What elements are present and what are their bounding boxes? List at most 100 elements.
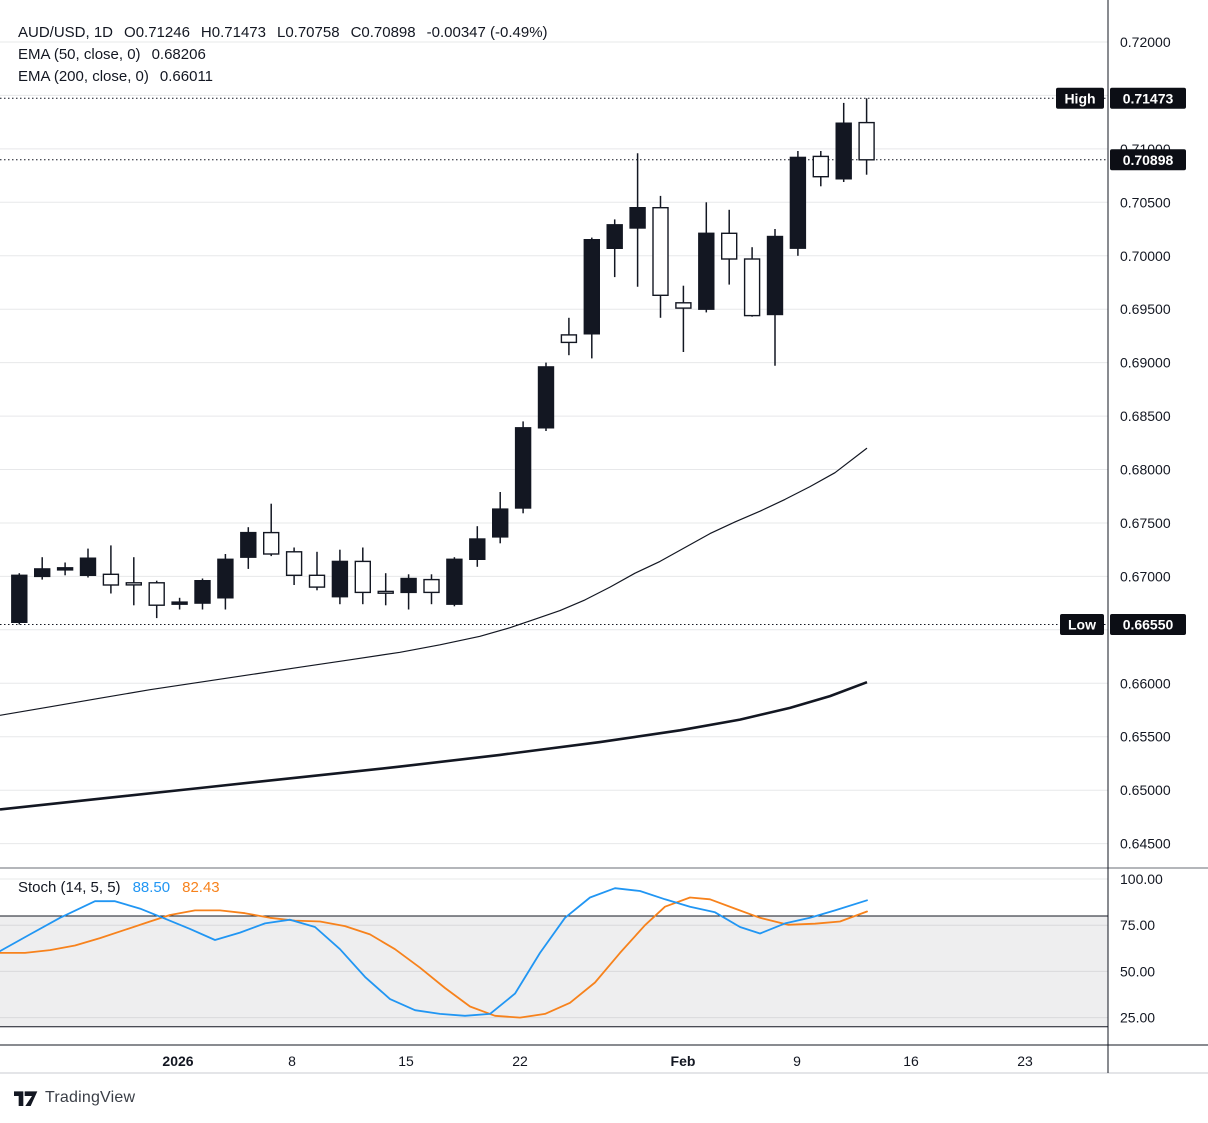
candle bbox=[240, 531, 257, 558]
ema50-row[interactable]: EMA (50, close, 0) 0.68206 bbox=[18, 44, 548, 66]
time-axis-label: 23 bbox=[1017, 1053, 1033, 1069]
ohlc-open: O0.71246 bbox=[124, 24, 190, 41]
svg-text:0.66550: 0.66550 bbox=[1123, 616, 1174, 632]
ohlc-low: L0.70758 bbox=[276, 24, 340, 41]
candle bbox=[766, 235, 784, 316]
ohlc-high: H0.71473 bbox=[200, 24, 266, 41]
time-axis[interactable]: 2026 8 15 22 Feb 9 16 23 bbox=[162, 1053, 1033, 1069]
stoch-axis-label: 100.00 bbox=[1120, 871, 1163, 887]
price-axis-label: 0.70000 bbox=[1120, 248, 1171, 264]
ema50-label: EMA (50, close, 0) bbox=[18, 46, 141, 63]
close-price-pill: 0.70898 bbox=[1110, 149, 1186, 171]
candle bbox=[812, 155, 829, 178]
ema200-value: 0.66011 bbox=[159, 68, 214, 85]
price-axis-label: 0.65500 bbox=[1120, 729, 1171, 745]
candle bbox=[400, 577, 417, 594]
stoch-legend-row[interactable]: Stoch (14, 5, 5) 88.50 82.43 bbox=[18, 879, 220, 896]
symbol-row[interactable]: AUD/USD, 1D O0.71246 H0.71473 L0.70758 C… bbox=[18, 22, 548, 44]
candle bbox=[492, 508, 509, 538]
candle bbox=[652, 206, 669, 296]
tradingview-mark-icon bbox=[14, 1091, 38, 1106]
candle bbox=[675, 302, 692, 309]
chart-legend: AUD/USD, 1D O0.71246 H0.71473 L0.70758 C… bbox=[18, 22, 548, 88]
candle bbox=[331, 560, 349, 598]
ohlc-close: C0.70898 bbox=[350, 24, 416, 41]
candle bbox=[537, 366, 555, 429]
candle bbox=[217, 558, 234, 599]
candle bbox=[629, 206, 646, 229]
candle bbox=[446, 558, 463, 605]
candle bbox=[858, 121, 875, 161]
candle bbox=[423, 578, 440, 594]
candle bbox=[721, 232, 738, 260]
svg-text:0.70898: 0.70898 bbox=[1123, 152, 1174, 168]
stoch-k-line bbox=[0, 887, 868, 1017]
price-axis-label: 0.67000 bbox=[1120, 568, 1171, 584]
ema200-row[interactable]: EMA (200, close, 0) 0.66011 bbox=[18, 66, 548, 88]
candle bbox=[263, 531, 280, 555]
ohlc-change: -0.00347 (-0.49%) bbox=[426, 24, 548, 41]
price-axis-label: 0.68500 bbox=[1120, 408, 1171, 424]
price-axis-label: 0.69000 bbox=[1120, 355, 1171, 371]
stoch-k-value: 88.50 bbox=[132, 879, 171, 896]
candle bbox=[34, 568, 51, 578]
candle bbox=[789, 156, 807, 249]
price-axis[interactable]: 0.720000.710000.705000.700000.695000.690… bbox=[1120, 34, 1171, 1026]
candle bbox=[743, 258, 761, 317]
price-axis-label: 0.68000 bbox=[1120, 462, 1171, 478]
svg-text:Low: Low bbox=[1068, 616, 1096, 632]
gridlines bbox=[0, 41, 1108, 1019]
candle bbox=[377, 590, 394, 594]
time-axis-label: Feb bbox=[671, 1053, 696, 1069]
stoch-d-line bbox=[0, 896, 868, 1019]
stoch-axis-label: 75.00 bbox=[1120, 917, 1155, 933]
stoch-axis-label: 25.00 bbox=[1120, 1010, 1155, 1026]
candle bbox=[56, 567, 74, 571]
high-callout: High 0.71473 bbox=[1056, 87, 1186, 109]
candle bbox=[125, 582, 143, 586]
time-axis-label: 22 bbox=[512, 1053, 528, 1069]
price-axis-label: 0.67500 bbox=[1120, 515, 1171, 531]
candle bbox=[194, 580, 211, 604]
price-axis-label: 0.72000 bbox=[1120, 34, 1171, 50]
price-axis-label: 0.65000 bbox=[1120, 782, 1171, 798]
brand-text: TradingView bbox=[45, 1089, 136, 1106]
candlestick-series bbox=[11, 98, 875, 625]
candle bbox=[698, 232, 715, 310]
svg-text:0.71473: 0.71473 bbox=[1123, 90, 1174, 106]
candle bbox=[171, 601, 188, 605]
price-axis-label: 0.64500 bbox=[1120, 836, 1171, 852]
candle bbox=[148, 582, 165, 606]
time-axis-label: 9 bbox=[793, 1053, 801, 1069]
time-axis-label: 2026 bbox=[162, 1053, 193, 1069]
candle bbox=[469, 538, 486, 560]
price-axis-label: 0.70500 bbox=[1120, 194, 1171, 210]
stoch-axis-label: 50.00 bbox=[1120, 963, 1155, 979]
stoch-label: Stoch (14, 5, 5) bbox=[18, 879, 121, 896]
candle bbox=[308, 574, 326, 588]
time-axis-label: 16 bbox=[903, 1053, 919, 1069]
symbol-title: AUD/USD, 1D bbox=[18, 24, 114, 41]
candle bbox=[835, 122, 852, 180]
candle bbox=[285, 551, 303, 576]
candle bbox=[11, 574, 28, 623]
tradingview-logo[interactable]: TradingView bbox=[14, 1088, 135, 1108]
candle bbox=[583, 238, 600, 335]
time-axis-label: 15 bbox=[398, 1053, 414, 1069]
price-axis-label: 0.66000 bbox=[1120, 675, 1171, 691]
svg-text:High: High bbox=[1064, 90, 1095, 106]
ema200-label: EMA (200, close, 0) bbox=[18, 68, 149, 85]
candle bbox=[102, 573, 120, 586]
candle bbox=[354, 560, 371, 594]
level-lines bbox=[0, 97, 1108, 625]
time-axis-label: 8 bbox=[288, 1053, 296, 1069]
low-callout: Low 0.66550 bbox=[1060, 614, 1186, 635]
stoch-d-value: 82.43 bbox=[182, 879, 220, 896]
candle bbox=[79, 557, 97, 577]
candle bbox=[560, 334, 578, 344]
candle bbox=[514, 427, 532, 509]
ema50-value: 0.68206 bbox=[151, 46, 206, 63]
candle bbox=[606, 224, 623, 250]
